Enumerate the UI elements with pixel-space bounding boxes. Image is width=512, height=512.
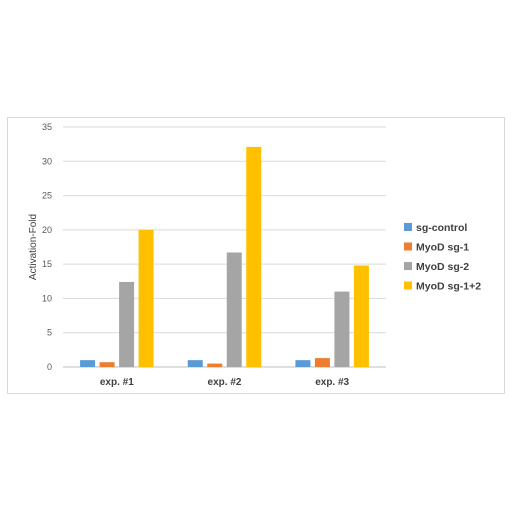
bar [207,363,223,367]
legend-label: sg-control [416,222,467,234]
legend: sg-control MyoD sg-1 MyoD sg-2 MyoD sg-1+2 [404,222,481,293]
bar [119,281,135,367]
bar [187,360,203,367]
y-tick-label: 15 [42,259,52,269]
gridlines [63,126,386,368]
legend-label: MyoD sg-1+2 [416,281,481,293]
bars [80,146,369,367]
y-axis-title: Activation-Fold [28,214,39,280]
legend-swatch [404,281,412,290]
y-tick-label: 5 [47,328,52,338]
y-axis-ticks: 0 5 10 15 20 25 30 35 [42,122,52,372]
x-axis-labels: exp. #1 exp. #2 exp. #3 [100,377,350,388]
bar [334,291,350,367]
y-tick-label: 35 [42,122,52,132]
legend-swatch [404,223,412,231]
bar [138,229,154,367]
bar [80,360,96,367]
y-tick-label: 10 [42,293,52,303]
legend-label: MyoD sg-2 [416,261,469,273]
bar [353,265,369,367]
bar [226,252,242,367]
bar [295,360,311,367]
x-tick-label: exp. #1 [100,377,134,388]
legend-swatch [404,242,412,251]
x-tick-label: exp. #2 [208,377,242,388]
bar [246,146,262,367]
legend-swatch [404,262,412,270]
y-tick-label: 0 [47,362,52,372]
y-tick-label: 30 [42,156,52,166]
bar [99,362,115,367]
bar [314,358,330,367]
y-tick-label: 25 [42,191,52,201]
legend-label: MyoD sg-1 [416,242,469,254]
y-tick-label: 20 [42,225,52,235]
x-tick-label: exp. #3 [315,377,349,388]
